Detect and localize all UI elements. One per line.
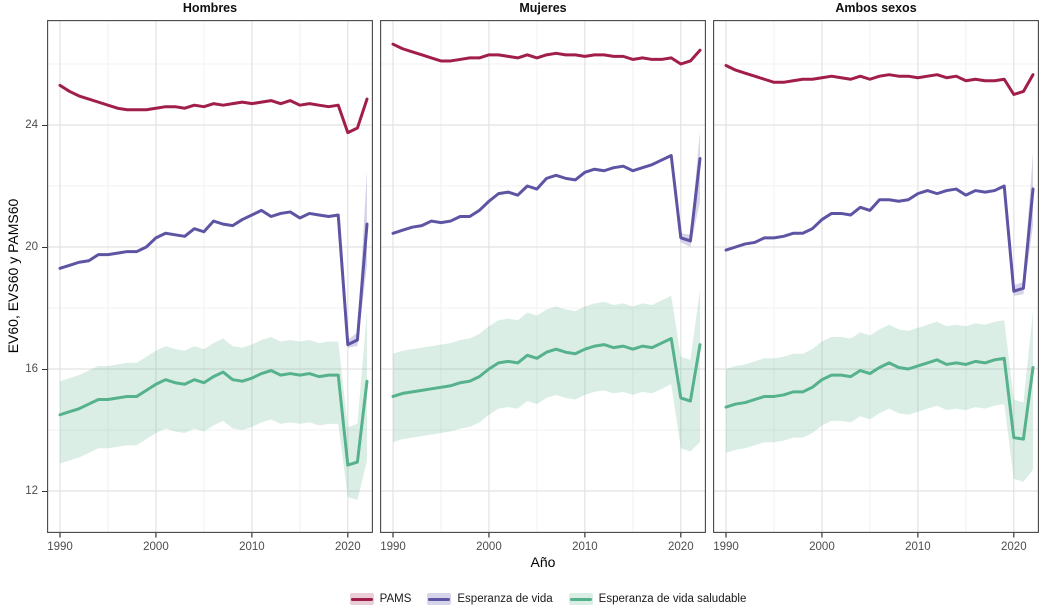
y-tick-label: 20 — [25, 241, 38, 253]
ev-line-key-icon — [427, 593, 452, 605]
y-axis-tickmark — [42, 246, 47, 248]
legend-label-pams: PAMS — [379, 593, 412, 605]
panel-plot-mujeres: 1990 2000 2010 2020 — [380, 20, 706, 553]
svg-text:2010: 2010 — [239, 541, 265, 553]
svg-text:2020: 2020 — [335, 541, 361, 553]
svg-text:1990: 1990 — [713, 541, 739, 553]
legend-item-esperanza-de-vida: Esperanza de vida — [427, 593, 553, 605]
svg-text:2010: 2010 — [572, 541, 598, 553]
panel-plot-hombres: 1990 2000 2010 2020 — [47, 20, 373, 553]
strip-title-ambos-sexos: Ambos sexos — [835, 1, 917, 15]
evs-line-key-icon — [568, 593, 593, 605]
y-tick-label: 24 — [25, 119, 38, 131]
y-tick-label: 16 — [25, 363, 38, 375]
svg-text:2020: 2020 — [1001, 541, 1027, 553]
legend-item-pams: PAMS — [349, 593, 412, 605]
x-axis-title: Año — [530, 554, 556, 570]
facet-ambos-sexos: Ambos sexos 1990 2000 2010 2020 — [713, 0, 1039, 560]
svg-text:2000: 2000 — [143, 541, 169, 553]
facet-hombres: Hombres 1990 2000 2010 2020 — [47, 0, 373, 560]
svg-text:2000: 2000 — [476, 541, 502, 553]
svg-text:2020: 2020 — [668, 541, 694, 553]
svg-text:2000: 2000 — [809, 541, 835, 553]
y-tick-label: 12 — [25, 485, 38, 497]
pams-line-key-icon — [349, 593, 374, 605]
facet-mujeres: Mujeres 1990 2000 2010 2020 — [380, 0, 706, 560]
y-axis-tickmark — [42, 368, 47, 370]
svg-text:1990: 1990 — [380, 541, 406, 553]
y-axis-tickmark — [42, 490, 47, 492]
svg-text:1990: 1990 — [47, 541, 73, 553]
legend-label-esperanza-de-vida: Esperanza de vida — [457, 593, 553, 605]
legend-item-esperanza-de-vida-saludable: Esperanza de vida saludable — [568, 593, 747, 605]
legend: PAMS Esperanza de vida Esperanza de vida… — [25, 587, 1046, 611]
panel-plot-ambos-sexos: 1990 2000 2010 2020 — [713, 20, 1039, 553]
strip-title-mujeres: Mujeres — [519, 1, 567, 15]
svg-text:2010: 2010 — [905, 541, 931, 553]
legend-label-esperanza-de-vida-saludable: Esperanza de vida saludable — [598, 593, 747, 605]
y-axis-tickmark — [42, 124, 47, 126]
strip-title-hombres: Hombres — [182, 1, 238, 15]
y-axis: 24 20 16 12 — [0, 0, 47, 615]
